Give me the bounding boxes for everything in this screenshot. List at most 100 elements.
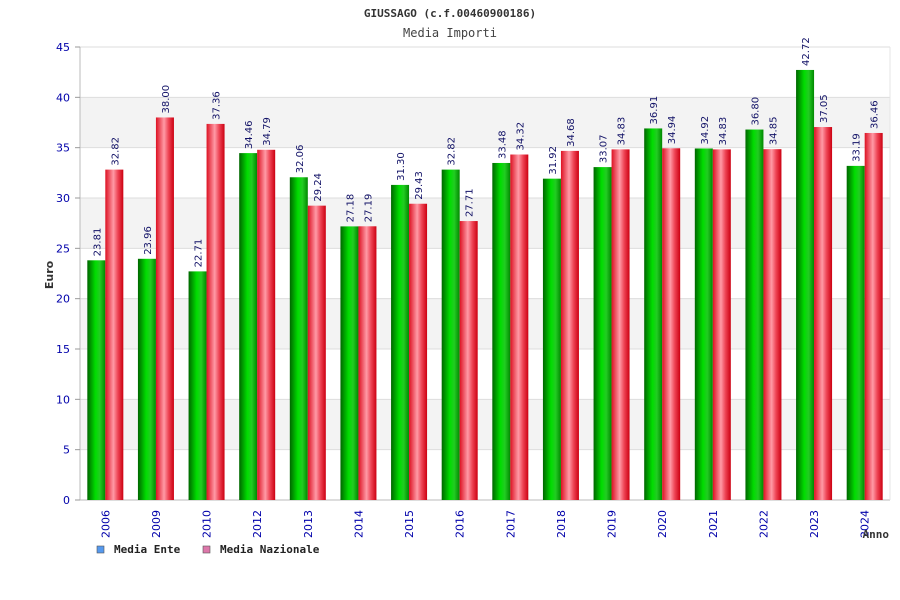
bar-media-nazionale: [712, 149, 731, 501]
x-tick-label: 2010: [201, 510, 214, 538]
bar-media-ente: [492, 162, 511, 500]
legend-swatch-media-ente: [96, 545, 105, 554]
y-tick-label: 0: [63, 494, 70, 507]
x-axis-ticks: 2006 2009 2010 2012 2013 2014 2015 2016 2017 2018…: [99, 510, 871, 538]
bar-media-nazionale: [155, 117, 174, 500]
x-tick-label: 2019: [606, 510, 619, 538]
bar-media-ente: [340, 226, 359, 500]
x-tick-label: 2022: [757, 510, 770, 538]
x-tick-label: 2009: [150, 510, 163, 538]
y-tick-label: 35: [56, 142, 70, 155]
data-label: 36.46: [870, 100, 881, 129]
bar-media-nazionale: [105, 169, 124, 500]
bar-media-ente: [87, 260, 106, 500]
data-label: 34.32: [515, 122, 526, 151]
x-tick-label: 2013: [302, 510, 315, 538]
data-label: 34.83: [617, 117, 628, 146]
data-label: 27.71: [465, 188, 476, 217]
data-label: 34.85: [768, 117, 779, 146]
bar-media-nazionale: [763, 149, 782, 500]
data-label: 36.80: [750, 97, 761, 126]
bar-media-nazionale: [459, 221, 478, 500]
y-axis-label: Euro: [43, 260, 56, 289]
data-label: 29.24: [313, 173, 324, 202]
x-tick-label: 2016: [454, 510, 467, 538]
bar-media-nazionale: [358, 226, 377, 500]
bar-media-nazionale: [814, 127, 833, 500]
data-label: 33.19: [852, 133, 863, 162]
x-tick-label: 2020: [656, 510, 669, 538]
x-tick-label: 2018: [555, 510, 568, 538]
bar-labels: 23.81 32.82 23.96 38.00 22.71 37.36 34.46 34.79…: [92, 37, 880, 267]
data-label: 29.43: [414, 171, 425, 200]
bar-media-nazionale: [611, 149, 630, 501]
data-label: 22.71: [194, 239, 205, 268]
x-tick-label: 2021: [707, 510, 720, 538]
y-tick-label: 25: [56, 242, 70, 255]
bar-media-ente: [593, 167, 612, 500]
data-label: 34.79: [262, 117, 273, 146]
legend-label-media-ente: Media Ente: [114, 543, 181, 556]
chart-title: GIUSSAGO (c.f.00460900186): [364, 7, 536, 20]
bar-media-ente: [796, 69, 815, 501]
data-label: 37.36: [212, 91, 223, 120]
bar-media-ente: [745, 129, 764, 500]
data-label: 32.06: [295, 145, 306, 174]
x-tick-label: 2024: [859, 510, 872, 538]
y-axis-ticks: 0 5 10 15 20 25 30 35 40 45: [56, 41, 80, 507]
bar-media-ente: [289, 177, 308, 500]
data-label: 34.68: [566, 118, 577, 147]
data-label: 37.05: [819, 94, 830, 123]
x-tick-label: 2014: [352, 510, 365, 538]
bar-media-ente: [542, 178, 561, 500]
data-label: 34.94: [667, 116, 678, 145]
x-tick-label: 2006: [99, 510, 112, 538]
bar-media-nazionale: [864, 132, 883, 500]
bars: [87, 69, 883, 501]
legend-label-media-nazionale: Media Nazionale: [220, 543, 320, 556]
data-label: 27.19: [363, 194, 374, 223]
x-axis-label: Anno: [863, 528, 890, 541]
data-label: 33.07: [599, 134, 610, 163]
y-tick-label: 45: [56, 41, 70, 54]
y-tick-label: 30: [56, 192, 70, 205]
bar-media-nazionale: [662, 148, 681, 500]
data-label: 23.96: [143, 226, 154, 255]
y-tick-label: 40: [56, 91, 70, 104]
data-label: 34.46: [244, 120, 255, 149]
legend: Media Ente Media Nazionale: [96, 543, 320, 556]
data-label: 36.91: [649, 96, 660, 125]
data-label: 38.00: [161, 85, 172, 114]
y-tick-label: 5: [63, 444, 70, 457]
bar-media-nazionale: [510, 154, 529, 500]
bar-media-ente: [441, 169, 460, 500]
legend-swatch-media-nazionale: [202, 545, 211, 554]
bar-media-ente: [644, 128, 663, 500]
bar-media-ente: [694, 148, 713, 501]
bar-media-ente: [239, 153, 258, 500]
bar-media-ente: [391, 184, 410, 500]
chart-subtitle: Media Importi: [403, 26, 497, 40]
x-tick-label: 2015: [403, 510, 416, 538]
data-label: 23.81: [92, 228, 103, 257]
y-tick-label: 15: [56, 343, 70, 356]
data-label: 31.30: [396, 152, 407, 181]
data-label: 33.48: [497, 130, 508, 159]
y-tick-label: 10: [56, 393, 70, 406]
x-tick-label: 2023: [808, 510, 821, 538]
data-label: 42.72: [801, 37, 812, 66]
data-label: 32.82: [447, 137, 458, 166]
y-tick-label: 20: [56, 293, 70, 306]
bar-media-ente: [846, 165, 865, 500]
x-tick-label: 2017: [504, 510, 517, 538]
bar-media-nazionale: [307, 205, 326, 500]
data-label: 27.18: [345, 194, 356, 223]
bar-media-nazionale: [560, 150, 579, 500]
data-label: 32.82: [110, 137, 121, 166]
data-label: 34.92: [700, 116, 711, 145]
bar-media-ente: [137, 258, 156, 500]
bar-media-nazionale: [206, 123, 225, 500]
data-label: 31.92: [548, 146, 559, 175]
bar-media-ente: [188, 271, 207, 500]
